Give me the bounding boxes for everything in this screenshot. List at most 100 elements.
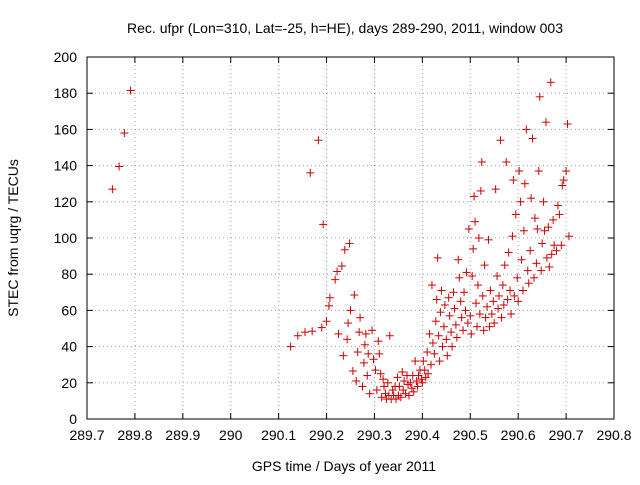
data-point <box>533 224 542 233</box>
y-tick-label: 80 <box>61 266 77 282</box>
data-point <box>371 366 380 375</box>
data-point <box>444 293 453 302</box>
data-point <box>524 279 533 288</box>
data-point <box>514 297 523 306</box>
data-point <box>490 319 499 328</box>
data-point <box>450 304 459 313</box>
data-point <box>440 300 449 309</box>
data-point <box>529 273 538 282</box>
data-point <box>432 295 441 304</box>
x-tick-label: 290.1 <box>261 427 296 443</box>
data-point <box>562 167 571 176</box>
data-point <box>559 176 568 185</box>
y-tick-label: 160 <box>54 121 78 137</box>
data-point <box>447 328 456 337</box>
data-point <box>506 286 515 295</box>
x-tick-label: 290.7 <box>549 427 584 443</box>
data-point <box>344 319 353 328</box>
y-tick-label: 0 <box>69 411 77 427</box>
data-point <box>369 355 378 364</box>
x-tick-label: 289.9 <box>165 427 200 443</box>
x-tick-label: 290.5 <box>453 427 488 443</box>
y-tick-label: 140 <box>54 158 78 174</box>
data-point <box>518 286 527 295</box>
data-point <box>409 387 418 396</box>
data-point <box>547 250 556 259</box>
data-point <box>500 261 509 270</box>
y-tick-label: 120 <box>54 194 78 210</box>
data-point <box>461 306 470 315</box>
data-point <box>381 389 390 398</box>
data-point <box>413 382 422 391</box>
data-point <box>395 382 404 391</box>
data-point <box>407 384 416 393</box>
data-point <box>340 245 349 254</box>
data-point <box>322 317 331 326</box>
data-point <box>455 273 464 282</box>
data-point <box>530 214 539 223</box>
data-point <box>324 301 333 310</box>
data-point <box>383 378 392 387</box>
data-point <box>513 273 522 282</box>
data-point <box>393 373 402 382</box>
data-point <box>478 291 487 300</box>
data-point <box>457 313 466 322</box>
data-point <box>356 313 365 322</box>
data-point <box>553 201 562 210</box>
x-axis-label: GPS time / Days of year 2011 <box>252 458 436 474</box>
data-point <box>425 329 434 338</box>
y-tick-label: 200 <box>54 49 78 65</box>
data-point <box>520 179 529 188</box>
data-point <box>375 349 384 358</box>
data-point <box>463 319 472 328</box>
data-point <box>372 386 381 395</box>
data-point <box>491 185 500 194</box>
data-point <box>473 281 482 290</box>
data-point <box>358 382 367 391</box>
data-point <box>434 331 443 340</box>
data-point <box>346 306 355 315</box>
data-point <box>484 235 493 244</box>
y-tick-label: 100 <box>54 230 78 246</box>
grid-lines <box>87 57 614 419</box>
y-tick-label: 20 <box>61 375 77 391</box>
data-point <box>468 272 477 281</box>
data-point <box>456 297 465 306</box>
data-point <box>539 197 548 206</box>
data-point <box>424 369 433 378</box>
data-point <box>509 176 518 185</box>
y-tick-label: 40 <box>61 339 77 355</box>
data-point <box>486 286 495 295</box>
data-point <box>449 288 458 297</box>
data-point <box>563 119 572 128</box>
data-point <box>439 322 448 331</box>
data-point <box>564 232 573 241</box>
data-point <box>426 360 435 369</box>
data-point <box>555 210 564 219</box>
data-point <box>377 393 386 402</box>
data-point <box>325 293 334 302</box>
data-point <box>552 246 561 255</box>
data-point <box>412 376 421 385</box>
data-point <box>400 376 409 385</box>
data-point <box>363 371 372 380</box>
data-point <box>476 186 485 195</box>
data-point <box>126 86 135 95</box>
data-point <box>361 329 370 338</box>
data-point <box>474 234 483 242</box>
data-point <box>550 241 559 250</box>
data-point <box>464 224 473 233</box>
data-point <box>508 232 517 241</box>
data-point <box>523 266 532 275</box>
data-point <box>451 320 460 329</box>
data-point <box>487 310 496 319</box>
data-point <box>535 92 544 101</box>
x-tick-label: 290.6 <box>501 427 536 443</box>
data-point <box>350 291 359 300</box>
data-point <box>519 226 528 235</box>
data-point <box>544 223 553 232</box>
data-point <box>419 357 428 366</box>
data-point <box>314 136 323 145</box>
data-point <box>418 378 427 387</box>
